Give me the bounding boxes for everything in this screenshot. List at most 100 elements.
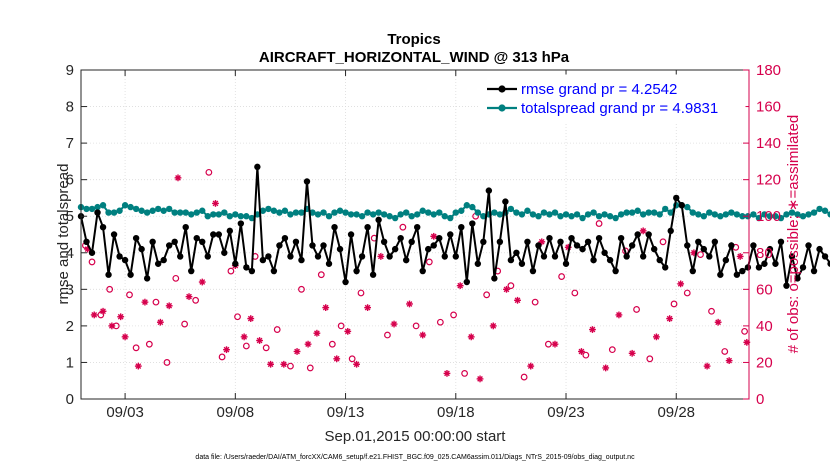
rmse-point (788, 253, 796, 260)
totalspread-point (177, 209, 184, 216)
obs-possible-point (659, 238, 667, 246)
totalspread-point (436, 209, 443, 216)
rmse-point (331, 223, 338, 231)
totalspread-point (628, 209, 636, 216)
totalspread-point (805, 211, 812, 218)
obs-possible-point (192, 296, 200, 304)
rmse-point (248, 267, 256, 275)
totalspread-point (248, 214, 256, 222)
obs-possible-point (242, 342, 250, 350)
totalspread-point (347, 211, 355, 218)
rmse-point (805, 242, 812, 249)
totalspread-point (557, 213, 564, 220)
rmse-point (441, 253, 448, 260)
totalspread-point (496, 211, 504, 218)
totalspread-point (165, 205, 173, 213)
rmse-point (182, 223, 189, 231)
rmse-point (524, 238, 531, 246)
totalspread-point (458, 207, 465, 214)
totalspread-point (182, 209, 189, 216)
totalspread-point (518, 211, 526, 218)
totalspread-point (259, 207, 267, 214)
y-tick-label-right: 60 (756, 281, 773, 298)
rmse-point (695, 238, 702, 246)
totalspread-point (298, 209, 305, 216)
totalspread-point (210, 211, 217, 218)
obs-possible-point (227, 267, 235, 275)
obs-possible-point (262, 344, 270, 352)
obs-possible-point (558, 273, 566, 280)
rmse-point (766, 245, 774, 253)
rmse-point (651, 245, 658, 253)
x-tick-label: 09/08 (217, 404, 255, 421)
rmse-point (99, 223, 107, 231)
obs-assimilated-point (615, 311, 623, 319)
rmse-point (606, 256, 614, 264)
rmse-point (700, 245, 708, 253)
rmse-point (447, 231, 454, 238)
totalspread-point (188, 211, 195, 218)
rmse-point (639, 253, 647, 260)
rmse-point (243, 264, 250, 271)
totalspread-point (287, 211, 294, 218)
rmse-point (612, 267, 619, 275)
totalspread-point (99, 202, 107, 209)
rmse-point (232, 260, 239, 267)
rmse-point (215, 231, 222, 238)
obs-assimilated-point (212, 200, 219, 207)
rmse-point (678, 202, 685, 209)
obs-possible-point (461, 370, 469, 377)
rmse-point (160, 256, 167, 264)
obs-assimilated-point (653, 333, 660, 341)
rmse-point (772, 260, 779, 267)
x-tick-label: 09/28 (657, 404, 695, 421)
obs-assimilated-point (223, 346, 230, 354)
totalspread-point (121, 202, 129, 209)
totalspread-point (408, 213, 415, 220)
totalspread-point (711, 211, 719, 218)
rmse-point (689, 267, 696, 275)
totalspread-point (584, 211, 592, 218)
obs-possible-point (683, 289, 691, 297)
rmse-point (452, 253, 459, 260)
totalspread-point (617, 211, 625, 218)
obs-possible-point (384, 331, 391, 339)
rmse-point (425, 245, 432, 253)
y-tick-label-left: 8 (66, 99, 74, 116)
obs-assimilated-point (390, 320, 398, 328)
rmse-point (364, 223, 371, 231)
totalspread-point (645, 209, 652, 216)
legend-box (479, 74, 746, 123)
rmse-point (121, 256, 129, 264)
rmse-point (546, 234, 553, 242)
totalspread-point (739, 213, 746, 220)
totalspread-point (276, 209, 283, 216)
rmse-point (94, 209, 101, 216)
totalspread-point (590, 209, 597, 216)
obs-possible-point (106, 285, 114, 293)
obs-possible-point (234, 313, 241, 321)
obs-assimilated-point (456, 282, 464, 290)
totalspread-point (281, 207, 289, 214)
obs-assimilated-point (121, 333, 129, 341)
totalspread-point (265, 205, 272, 213)
obs-possible-point (205, 168, 213, 176)
y-tick-label-right: 0 (756, 391, 764, 408)
totalspread-point (733, 211, 741, 218)
rmse-point (656, 256, 663, 264)
obs-assimilated-point (165, 302, 173, 310)
rmse-point (507, 256, 515, 264)
totalspread-point (772, 213, 779, 220)
obs-assimilated-point (677, 280, 685, 288)
totalspread-point (226, 213, 234, 220)
obs-possible-point (670, 300, 678, 308)
totalspread-point (755, 214, 763, 222)
totalspread-point (402, 209, 410, 216)
rmse-point (110, 231, 118, 238)
totalspread-point (717, 213, 724, 220)
obs-possible-point (436, 318, 444, 326)
rmse-point (816, 245, 823, 253)
rmse-point (303, 178, 311, 185)
totalspread-point (441, 213, 448, 220)
